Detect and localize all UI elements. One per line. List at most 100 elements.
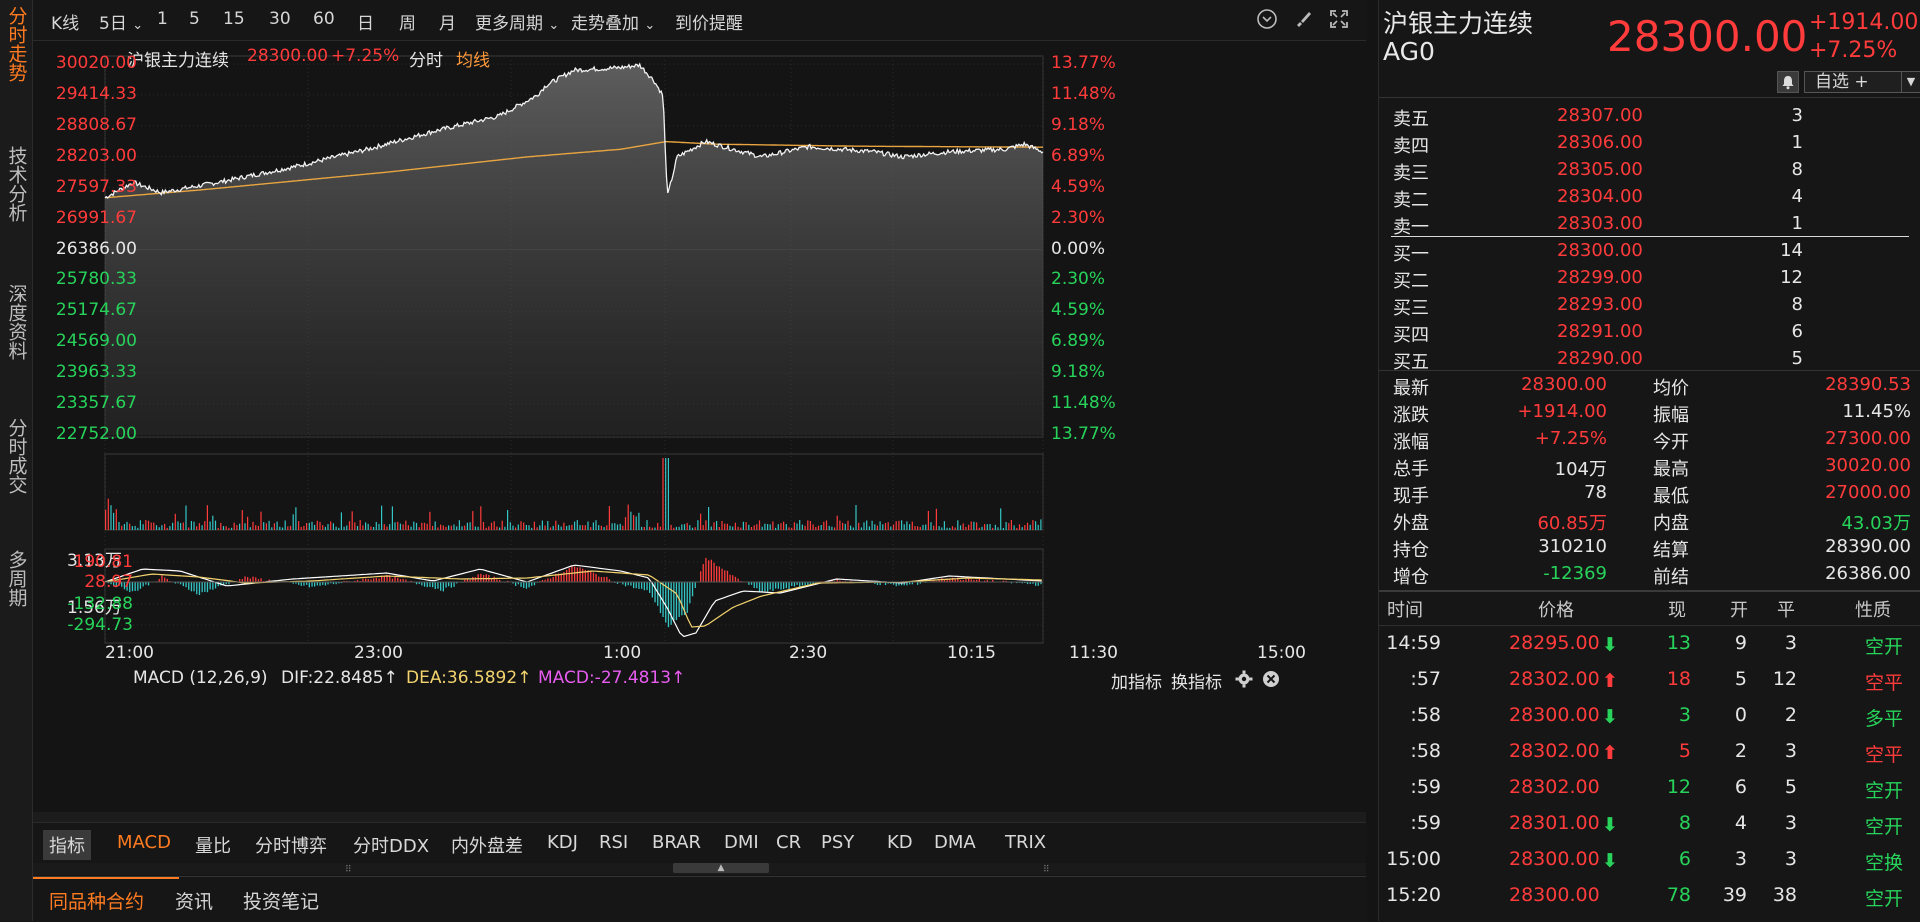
volume-bar (510, 522, 511, 530)
volume-bar (472, 511, 473, 530)
chevron-down-circle-icon[interactable] (1255, 8, 1279, 32)
tb-month[interactable]: 月 (439, 9, 456, 34)
indicator-tab-trix[interactable]: TRIX (1005, 832, 1046, 853)
nav-deep-data[interactable]: 深度资料 (0, 284, 32, 368)
volume-bar (193, 522, 194, 530)
watchlist-button[interactable]: 自选 +▼ (1804, 71, 1920, 93)
indicator-tab-分时博弈[interactable]: 分时博弈 (255, 832, 327, 858)
tb-week[interactable]: 周 (399, 9, 416, 34)
tb-more-periods[interactable]: 更多周期 ⌄ (475, 9, 559, 34)
fullscreen-icon[interactable] (1327, 8, 1351, 32)
volume-bar (151, 523, 152, 530)
tick-nature: 空平 (1865, 740, 1903, 767)
tab-notes[interactable]: 投资笔记 (243, 887, 319, 914)
indicator-tab-kdj[interactable]: KDJ (547, 832, 578, 853)
indicator-tab-dma[interactable]: DMA (934, 832, 976, 853)
quote-code: AG0 (1383, 37, 1435, 66)
macd-histogram-bar (783, 582, 784, 589)
stat-value: 310210 (1538, 536, 1607, 557)
volume-bar (671, 525, 672, 530)
volume-bar (553, 526, 554, 530)
indicator-tab-kd[interactable]: KD (887, 832, 913, 853)
switch-indicator-button[interactable]: 换指标 (1171, 668, 1222, 693)
indicator-tab-rsi[interactable]: RSI (599, 832, 628, 853)
panel-toggle-handle[interactable] (1366, 456, 1378, 496)
tb-1min[interactable]: 1 (157, 9, 168, 29)
indicator-tab-cr[interactable]: CR (776, 832, 801, 853)
macd-histogram-bar (303, 582, 304, 586)
tab-news[interactable]: 资讯 (175, 887, 213, 914)
volume-bar (826, 521, 827, 531)
close-icon[interactable] (1262, 670, 1280, 693)
bell-icon[interactable] (1777, 71, 1799, 93)
macd-histogram-bar (188, 582, 189, 590)
indicator-tab-dmi[interactable]: DMI (724, 832, 759, 853)
bottom-splitter[interactable]: ⠿ ▲ ⠿ (33, 863, 1366, 875)
tb-kline[interactable]: K线 (51, 9, 79, 34)
volume-bar (148, 521, 149, 530)
indicator-tab-内外盘差[interactable]: 内外盘差 (451, 832, 523, 858)
time-tick-label: 21:00 (105, 643, 154, 663)
indicator-tab-psy[interactable]: PSY (821, 832, 854, 853)
volume-bar (550, 528, 551, 531)
price-tick-label: 23963.33 (56, 362, 137, 382)
tb-overlay[interactable]: 走势叠加 ⌄ (571, 9, 655, 34)
indicator-tab-macd[interactable]: MACD (117, 832, 171, 853)
tb-15min[interactable]: 15 (223, 9, 245, 29)
macd-histogram-bar (526, 582, 527, 589)
macd-histogram-bar (598, 577, 599, 582)
volume-bar (400, 524, 401, 530)
splitter[interactable] (33, 812, 1366, 822)
volume-bar (496, 527, 497, 531)
volume-bar (813, 524, 814, 530)
price-tick-label: 26386.00 (56, 239, 137, 259)
volume-bar (901, 520, 902, 530)
indicator-tab-分时ddx[interactable]: 分时DDX (353, 832, 429, 858)
nav-multi-period[interactable]: 多周期 (0, 550, 32, 615)
volume-bar (470, 522, 471, 530)
brush-icon[interactable] (1291, 8, 1315, 32)
volume-bar (727, 524, 728, 530)
price-tick-label: 27597.33 (56, 177, 137, 197)
indicator-tab-量比[interactable]: 量比 (195, 832, 231, 858)
tb-price-alert[interactable]: 到价提醒 (675, 9, 743, 34)
collapse-up-icon[interactable]: ▲ (673, 863, 769, 873)
divider-4 (1379, 625, 1920, 626)
tb-5min[interactable]: 5 (189, 9, 200, 29)
tb-day[interactable]: 日 (357, 9, 374, 34)
settings-gear-icon[interactable] (1235, 670, 1253, 693)
macd-histogram-bar (440, 582, 441, 591)
tab-same-contracts[interactable]: 同品种合约 (49, 887, 144, 914)
add-indicator-button[interactable]: 加指标 (1111, 668, 1162, 693)
indicator-tab-brar[interactable]: BRAR (652, 832, 701, 853)
volume-bar (443, 526, 444, 531)
volume-bar (872, 521, 873, 530)
nav-intraday[interactable]: 分时走势 (0, 6, 32, 90)
nav-technical[interactable]: 技术分析 (0, 146, 32, 230)
pct-tick-label: 4.59% (1051, 300, 1105, 320)
volume-bar (992, 528, 993, 530)
volume-bar (738, 527, 739, 530)
volume-bar (526, 525, 527, 530)
nav-intraday-trades[interactable]: 分时成交 (0, 418, 32, 502)
tb-5day[interactable]: 5日 ⌄ (99, 9, 143, 34)
tb-60min[interactable]: 60 (313, 9, 335, 29)
tb-30min[interactable]: 30 (269, 9, 291, 29)
